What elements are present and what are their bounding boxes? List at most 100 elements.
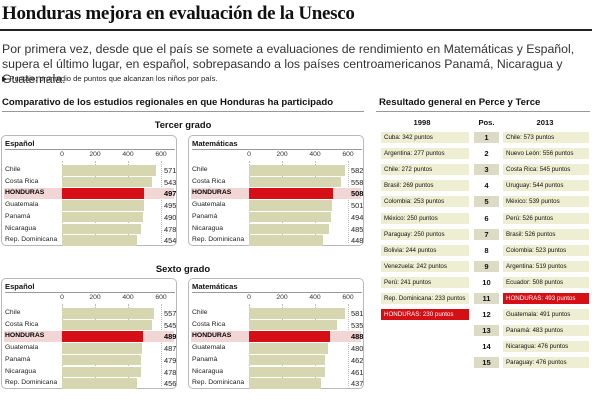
- chart-panel: Español 0 200 400 600 Chile 557 Costa Rica 545 HO…: [1, 278, 177, 389]
- bar: [249, 354, 326, 366]
- chart-title-rule: [5, 292, 175, 293]
- position-cell: 8: [484, 245, 489, 255]
- bar: [62, 223, 141, 234]
- position-cell: 6: [484, 213, 489, 223]
- rank-2013-cell: Nicaragua: 476 puntos: [503, 341, 589, 353]
- data-label: 462: [351, 355, 364, 365]
- column-head-2013: 2013: [536, 118, 554, 127]
- score-note-text: Puntaje: promedio de puntos que alcanzan…: [9, 74, 218, 83]
- data-label: 461: [351, 367, 364, 377]
- category-label: Guatemala: [5, 344, 39, 352]
- chart-panel: Español 0 200 400 600 Chile 571 Costa Rica 543 HO…: [1, 135, 177, 246]
- bar: [62, 354, 142, 366]
- data-label: 501: [351, 201, 364, 211]
- category-label: Panamá: [192, 355, 218, 363]
- chart-title-rule: [192, 292, 362, 293]
- data-label: 485: [351, 224, 364, 234]
- data-label: 494: [351, 212, 364, 222]
- bar: [249, 319, 338, 331]
- x-tick-label: 0: [247, 294, 251, 301]
- bar: [62, 378, 138, 389]
- data-label: 582: [351, 166, 364, 175]
- category-label: Rep. Dominicana: [192, 236, 245, 244]
- bar: [249, 188, 333, 199]
- category-label: Nicaragua: [192, 224, 223, 232]
- rank-2013-cell: Costa Rica: 545 puntos: [503, 164, 589, 176]
- position-cell: 9: [474, 260, 499, 272]
- chart-panel: Matemáticas 0 200 400 600 Chile 581 Costa Rica 5…: [188, 278, 364, 389]
- bar: [249, 211, 331, 223]
- position-cell: 3: [474, 164, 499, 176]
- data-label: 535: [351, 320, 364, 330]
- gridline: [161, 304, 162, 386]
- rank-1998-cell: Rep. Dominicana: 233 puntos: [381, 293, 469, 304]
- x-tick-label: 200: [89, 294, 101, 301]
- rank-2013-cell: Uruguay: 544 puntos: [503, 180, 589, 192]
- rank-1998-cell: Cuba: 342 puntos: [381, 132, 469, 143]
- category-label: Nicaragua: [192, 367, 223, 375]
- data-label: 478: [164, 224, 177, 234]
- gridline: [348, 304, 349, 386]
- bar: [62, 366, 141, 377]
- rank-1998-cell: Chile: 272 puntos: [381, 164, 469, 176]
- category-label: Costa Rica: [5, 320, 39, 328]
- position-cell: 5: [474, 196, 499, 208]
- data-label: 497: [164, 189, 177, 199]
- rank-2013-cell: Ecuador: 508 puntos: [503, 276, 589, 288]
- category-label: Panamá: [5, 355, 31, 363]
- rank-2013-cell: Perú: 526 puntos: [503, 212, 589, 224]
- category-label: HONDURAS: [192, 332, 232, 340]
- intro-text: Por primera vez, desde que el país se so…: [2, 42, 575, 86]
- data-label: 488: [351, 332, 364, 342]
- rank-1998-cell: Argentina: 277 puntos: [381, 148, 469, 160]
- bar: [62, 343, 143, 354]
- data-label: 437: [351, 379, 364, 389]
- chart-panel: Matemáticas 0 200 400 600 Chile 582 Costa Rica 5…: [188, 135, 364, 246]
- chart-title: Matemáticas: [192, 282, 238, 291]
- bar: [249, 176, 342, 188]
- category-label: Nicaragua: [5, 367, 36, 375]
- position-cell: 2: [484, 149, 489, 159]
- position-cell: 11: [474, 293, 499, 304]
- column-head-pos: Pos.: [478, 118, 495, 127]
- rank-2013-cell: Colombia: 523 puntos: [503, 244, 589, 256]
- category-label: Panamá: [192, 212, 218, 220]
- rank-1998-cell: Colombia: 253 puntos: [381, 196, 469, 208]
- data-label: 487: [164, 344, 177, 354]
- data-label: 495: [164, 201, 177, 211]
- bar: [62, 331, 143, 342]
- gridline: [348, 161, 349, 243]
- data-label: 558: [351, 177, 364, 187]
- data-label: 454: [164, 236, 177, 246]
- rank-1998-cell: Brasil: 269 puntos: [381, 180, 469, 192]
- bar: [249, 343, 329, 354]
- position-cell: 13: [474, 325, 499, 337]
- x-tick-label: 200: [276, 151, 288, 158]
- rank-1998-cell: Bolivia: 244 puntos: [381, 244, 469, 256]
- bar: [62, 319, 152, 331]
- rank-1998-cell: HONDURAS: 230 puntos: [381, 309, 469, 321]
- category-label: Chile: [5, 166, 21, 173]
- chart-title-rule: [5, 149, 175, 150]
- grade-3-label: Tercer grado: [154, 119, 212, 130]
- bar: [249, 165, 346, 176]
- position-cell: 7: [474, 228, 499, 240]
- category-label: Rep. Dominicana: [5, 379, 58, 387]
- rank-2013-cell: Argentina: 519 puntos: [503, 260, 589, 272]
- rank-2013-cell: Paraguay: 476 puntos: [503, 357, 589, 369]
- bar: [62, 308, 154, 319]
- category-label: Guatemala: [5, 201, 39, 209]
- category-label: Costa Rica: [5, 177, 39, 185]
- bar: [249, 331, 330, 342]
- data-label: 581: [351, 309, 364, 318]
- position-cell: 14: [482, 342, 491, 352]
- rank-2013-cell: Nuevo León: 556 puntos: [503, 148, 589, 160]
- bar: [62, 235, 137, 246]
- category-label: HONDURAS: [5, 332, 45, 340]
- data-label: 557: [164, 309, 177, 318]
- title-divider: [0, 29, 592, 31]
- bar: [249, 235, 323, 246]
- category-label: Chile: [5, 309, 21, 316]
- right-section-title: Resultado general en Perce y Terce: [379, 97, 541, 108]
- category-label: Costa Rica: [192, 320, 226, 328]
